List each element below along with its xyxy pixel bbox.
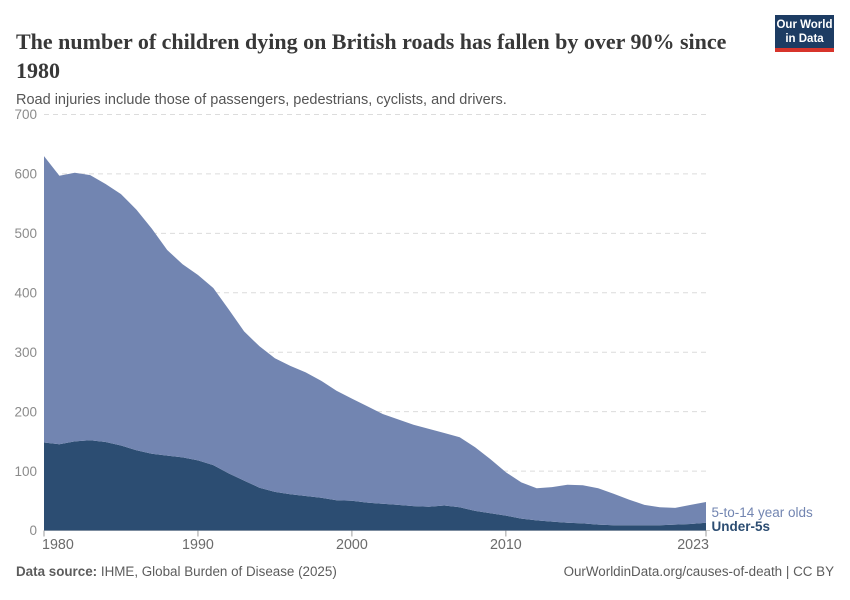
area-under-5s[interactable] xyxy=(44,440,706,531)
data-source-text: IHME, Global Burden of Disease (2025) xyxy=(97,564,337,579)
owid-logo-line1: Our World xyxy=(776,18,833,31)
y-tick-label-700: 700 xyxy=(14,107,37,122)
data-source-label: Data source: xyxy=(16,564,98,579)
x-tick-label-1980: 1980 xyxy=(42,537,74,553)
y-tick-label-0: 0 xyxy=(29,523,37,538)
y-tick-label-100: 100 xyxy=(14,464,37,479)
y-tick-label-600: 600 xyxy=(14,167,37,182)
x-tick-label-2023: 2023 xyxy=(677,537,709,553)
legend-label-5-to-14-year-olds[interactable]: 5-to-14 year olds xyxy=(712,505,814,520)
owid-logo-line2: in Data xyxy=(785,32,824,45)
y-tick-label-400: 400 xyxy=(14,285,37,300)
y-tick-label-200: 200 xyxy=(14,404,37,419)
data-source: Data source: IHME, Global Burden of Dise… xyxy=(16,564,337,579)
x-tick-label-1990: 1990 xyxy=(182,537,214,553)
y-tick-label-300: 300 xyxy=(14,345,37,360)
legend-label-under-5s[interactable]: Under-5s xyxy=(712,519,771,534)
y-tick-label-500: 500 xyxy=(14,226,37,241)
citation-link[interactable]: OurWorldinData.org/causes-of-death xyxy=(563,564,783,579)
x-tick-label-2010: 2010 xyxy=(490,537,522,553)
area-5-to-14-year-olds[interactable] xyxy=(44,156,706,526)
owid-logo[interactable]: Our World in Data xyxy=(775,15,834,52)
chart-title: The number of children dying on British … xyxy=(16,28,727,83)
license-text: | CC BY xyxy=(785,564,834,579)
x-tick-label-2000: 2000 xyxy=(336,537,368,553)
chart-footer: Data source: IHME, Global Burden of Dise… xyxy=(16,564,834,579)
citation: OurWorldinData.org/causes-of-death | CC … xyxy=(564,564,834,579)
chart-subtitle: Road injuries include those of passenger… xyxy=(16,91,507,108)
